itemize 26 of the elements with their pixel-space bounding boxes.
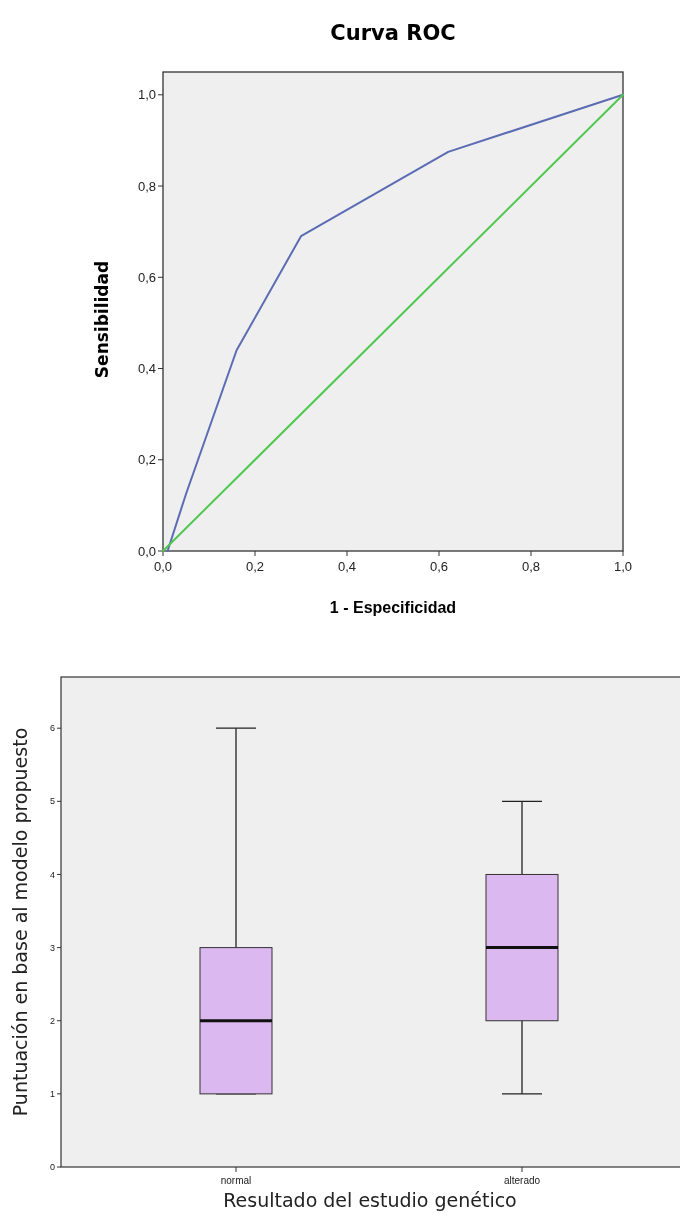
y-tick-label: 1 bbox=[49, 1089, 55, 1100]
x-axis-title: Resultado del estudio genético bbox=[223, 1189, 517, 1211]
x-tick-label: 0,8 bbox=[521, 559, 541, 574]
x-tick-label: normal bbox=[220, 1175, 252, 1186]
y-tick-label: 0,8 bbox=[137, 178, 156, 194]
y-tick-label: 3 bbox=[49, 942, 55, 953]
chart-title: Curva ROC bbox=[330, 21, 456, 45]
y-tick-label: 0,4 bbox=[137, 361, 156, 377]
x-tick-label: 0,4 bbox=[337, 559, 357, 574]
y-tick-label: 2 bbox=[49, 1015, 55, 1026]
y-tick-label: 1,0 bbox=[137, 87, 156, 103]
x-tick-label: 0,0 bbox=[153, 559, 173, 574]
y-tick-label: 4 bbox=[49, 869, 55, 880]
y-axis-title: Puntuación en base al modelo propuesto bbox=[9, 727, 31, 1117]
y-tick-label: 0 bbox=[49, 1162, 55, 1173]
y-tick-label: 6 bbox=[49, 723, 55, 734]
x-tick-label: 0,6 bbox=[429, 559, 449, 574]
x-tick-label: alterado bbox=[503, 1175, 541, 1186]
y-axis-title: Sensibilidad bbox=[92, 260, 112, 379]
x-axis-title: 1 - Especificidad bbox=[329, 599, 457, 616]
y-tick-label: 0,6 bbox=[137, 269, 156, 285]
x-tick-label: 1,0 bbox=[613, 559, 633, 574]
y-tick-label: 5 bbox=[49, 796, 55, 807]
y-tick-label: 0,2 bbox=[137, 452, 156, 468]
x-tick-label: 0,2 bbox=[245, 559, 265, 574]
y-tick-label: 0,0 bbox=[137, 543, 156, 559]
